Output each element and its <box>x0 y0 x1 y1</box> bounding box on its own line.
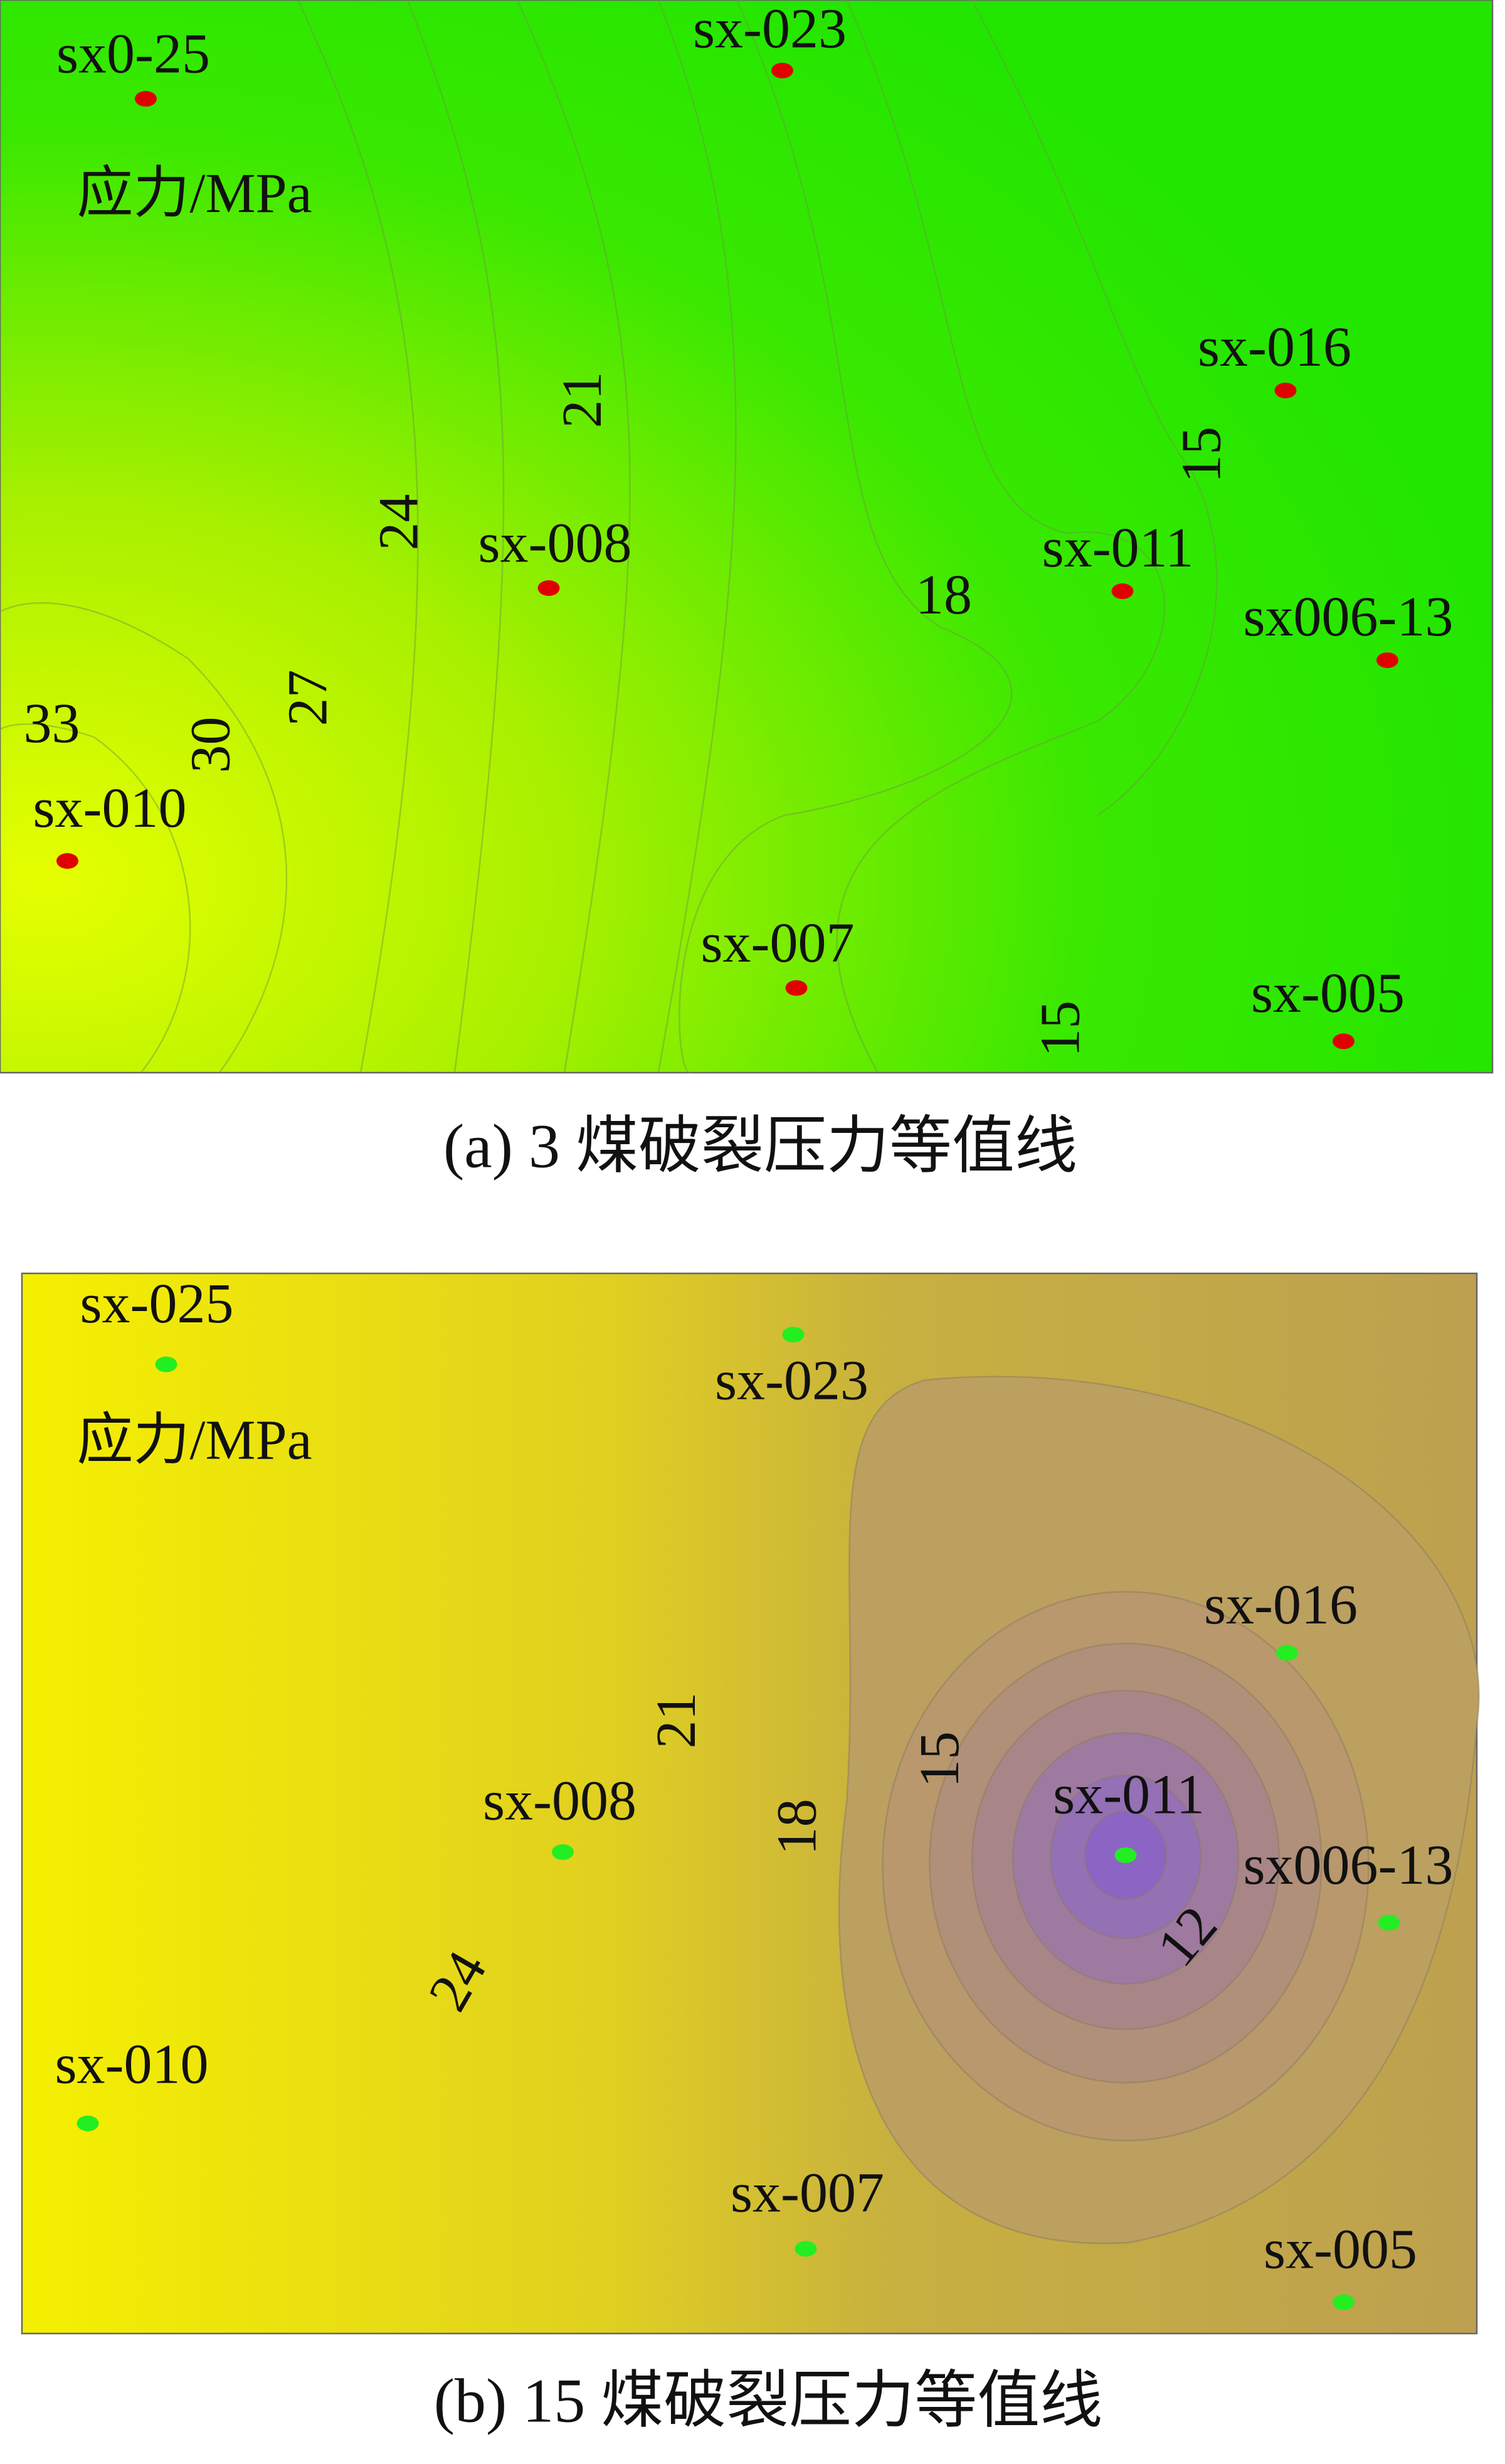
well-label: sx-016 <box>1198 316 1351 378</box>
well-label: sx-023 <box>693 0 847 60</box>
well-label: sx-025 <box>80 1273 234 1335</box>
well-point <box>1111 583 1134 600</box>
contours <box>0 0 1218 1074</box>
contour-label: 18 <box>916 564 972 626</box>
well-label: sx-008 <box>478 512 632 575</box>
well-label: sx006-13 <box>1244 1834 1454 1896</box>
panel: 应力/MPa sx-025 sx-023 sx-016 sx-008 sx-011 sx00… <box>55 1273 1454 2435</box>
well-label: sx-011 <box>1042 517 1194 579</box>
caption: (b) 15 煤破裂压力等值线 <box>434 2366 1103 2435</box>
contour-label: 21 <box>645 1692 707 1749</box>
well-point <box>135 91 157 107</box>
well-point <box>77 2115 99 2132</box>
well-point <box>1274 383 1297 399</box>
unit-label: 应力/MPa <box>77 1410 312 1472</box>
caption: (a) 3 煤破裂压力等值线 <box>443 1111 1077 1181</box>
well-label: sx-005 <box>1264 2219 1417 2281</box>
well-label: sx-023 <box>715 1350 869 1412</box>
well-label: sx-007 <box>701 912 855 974</box>
contour-label: 15 <box>1030 1001 1092 1057</box>
well-point <box>771 63 793 79</box>
well-label: sx-008 <box>483 1770 636 1832</box>
well-label: sx-011 <box>1053 1764 1205 1826</box>
contour-label: 27 <box>277 670 339 726</box>
well-label: sx-010 <box>33 777 187 839</box>
well-label: sx-007 <box>731 2162 884 2224</box>
contour-label: 15 <box>909 1731 971 1788</box>
well-point <box>552 1844 574 1860</box>
well-point <box>795 2241 817 2257</box>
panel-b-map <box>21 1272 1480 2335</box>
contour-label: 30 <box>180 717 242 773</box>
well-point <box>1114 1847 1137 1863</box>
contour-label: 33 <box>24 693 80 755</box>
well-point <box>1378 1914 1400 1931</box>
contour-label: 15 <box>1171 427 1233 483</box>
panel-a-map <box>0 0 1494 1074</box>
well-point <box>1276 1645 1298 1661</box>
well-point <box>1333 1033 1354 1049</box>
well-label: sx0-25 <box>56 23 210 85</box>
well-label: sx-010 <box>55 2034 209 2096</box>
unit-label: 应力/MPa <box>77 162 312 225</box>
well-point <box>1376 652 1398 668</box>
well-point <box>155 1356 177 1373</box>
well-point <box>1333 2294 1354 2310</box>
well-point <box>785 980 808 996</box>
well-label: sx006-13 <box>1244 586 1454 648</box>
well-label: sx-016 <box>1204 1574 1358 1636</box>
panel: 应力/MPa sx0-25 sx-023 sx-016 sx-008 sx-011 sx00… <box>24 0 1454 1181</box>
contour-label: 18 <box>766 1799 828 1856</box>
contour-label: 21 <box>551 372 613 428</box>
well-point <box>782 1327 805 1342</box>
well-point <box>56 853 78 869</box>
map-area <box>0 0 1494 1074</box>
contour-label: 24 <box>368 494 430 551</box>
well-label: sx-005 <box>1251 962 1405 1024</box>
well-point <box>537 580 560 597</box>
